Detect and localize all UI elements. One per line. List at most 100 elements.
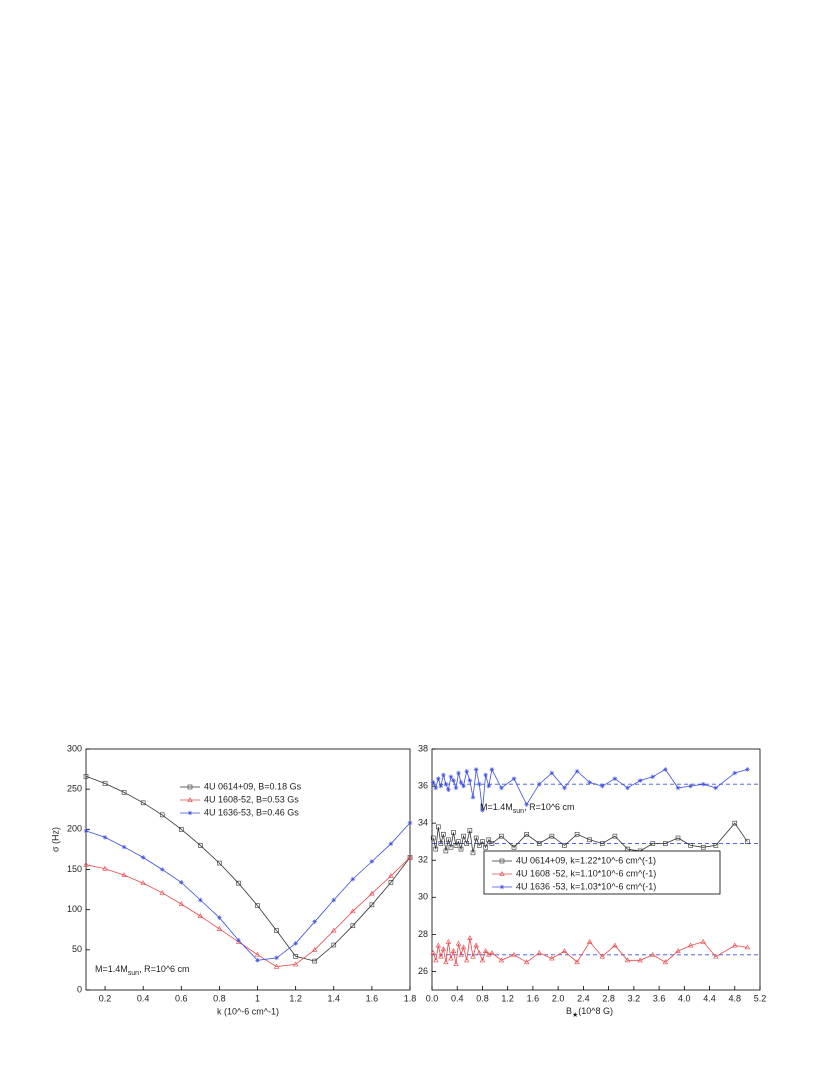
marker	[433, 957, 439, 963]
marker	[159, 889, 165, 895]
series	[430, 767, 750, 813]
marker	[745, 839, 750, 844]
marker	[713, 843, 719, 848]
marker	[498, 957, 505, 963]
marker	[438, 953, 444, 959]
marker	[293, 941, 298, 946]
marker	[217, 860, 222, 866]
marker	[102, 781, 108, 786]
marker	[453, 785, 459, 791]
marker	[443, 848, 449, 854]
marker	[312, 958, 318, 964]
marker	[473, 767, 479, 772]
x-tick-label: 0.4	[137, 993, 150, 1003]
legend-marker	[187, 784, 193, 790]
marker	[436, 776, 441, 781]
marker	[369, 890, 375, 896]
legend-marker	[499, 884, 505, 890]
marker	[625, 785, 630, 791]
marker	[293, 953, 298, 959]
series	[83, 854, 413, 969]
series-line	[85, 857, 411, 968]
marker	[83, 828, 89, 834]
marker	[254, 951, 261, 957]
marker	[388, 880, 394, 885]
marker	[574, 959, 580, 965]
series-line	[432, 938, 748, 965]
marker	[745, 767, 750, 772]
marker	[470, 953, 476, 959]
marker	[586, 938, 593, 944]
marker	[407, 854, 413, 860]
marker	[467, 828, 473, 833]
marker	[744, 944, 751, 950]
legend-marker	[187, 810, 193, 816]
marker	[388, 873, 394, 878]
y-tick-label: 300	[67, 743, 82, 753]
marker	[255, 957, 260, 963]
marker	[430, 950, 436, 955]
annotation-tail: , R=10^6 cm	[524, 802, 575, 812]
marker	[624, 957, 631, 963]
marker	[732, 942, 738, 948]
marker	[486, 783, 492, 789]
marker	[511, 844, 517, 850]
x-tick-label: 2.0	[552, 993, 565, 1003]
legend-marker	[499, 858, 505, 864]
legend-frame	[483, 850, 721, 895]
annotation-sub: sun	[513, 808, 524, 815]
marker	[523, 959, 530, 965]
marker	[463, 957, 470, 963]
marker	[140, 855, 146, 860]
marker	[536, 841, 542, 846]
marker	[499, 785, 504, 791]
marker	[486, 837, 492, 843]
marker	[102, 865, 108, 871]
y-tick-label: 0	[77, 984, 82, 994]
marker	[587, 780, 592, 785]
marker	[612, 942, 618, 948]
marker	[549, 770, 555, 776]
marker	[102, 835, 108, 840]
marker	[451, 778, 456, 783]
annotation-tail: , R=10^6 cm	[139, 964, 190, 974]
y-tick-label: 100	[67, 904, 82, 914]
x-tick-label: 1.6	[366, 993, 379, 1003]
marker	[388, 841, 394, 847]
marker	[140, 800, 146, 806]
legend-marker	[499, 871, 505, 876]
marker	[198, 843, 203, 848]
plot-frame	[431, 748, 761, 991]
marker	[438, 783, 444, 789]
marker	[675, 835, 681, 841]
marker	[489, 767, 495, 772]
marker	[470, 794, 476, 800]
x-axis-label-sub: ★	[572, 1011, 578, 1019]
y-tick-label: 36	[418, 780, 428, 790]
marker	[467, 778, 473, 783]
marker	[369, 859, 375, 864]
marker	[549, 955, 555, 961]
series-line	[85, 775, 411, 962]
series	[430, 820, 750, 856]
annotation-sub: sun	[128, 970, 139, 977]
marker	[448, 955, 454, 961]
marker	[663, 767, 668, 772]
marker	[489, 841, 495, 846]
marker	[713, 953, 719, 959]
marker	[274, 928, 279, 933]
x-tick-label: 1.6	[527, 993, 540, 1003]
marker	[732, 820, 738, 826]
x-tick-label: 1.4	[328, 993, 341, 1003]
marker	[477, 843, 482, 848]
marker	[448, 844, 454, 850]
marker	[451, 830, 456, 835]
x-tick-label: 0.4	[451, 993, 464, 1003]
marker	[236, 880, 241, 886]
marker	[159, 812, 165, 818]
marker	[292, 961, 299, 967]
x-axis-label-tail: (10^8 G)	[578, 1006, 613, 1016]
y-tick-label: 32	[418, 855, 428, 865]
marker	[574, 768, 580, 774]
